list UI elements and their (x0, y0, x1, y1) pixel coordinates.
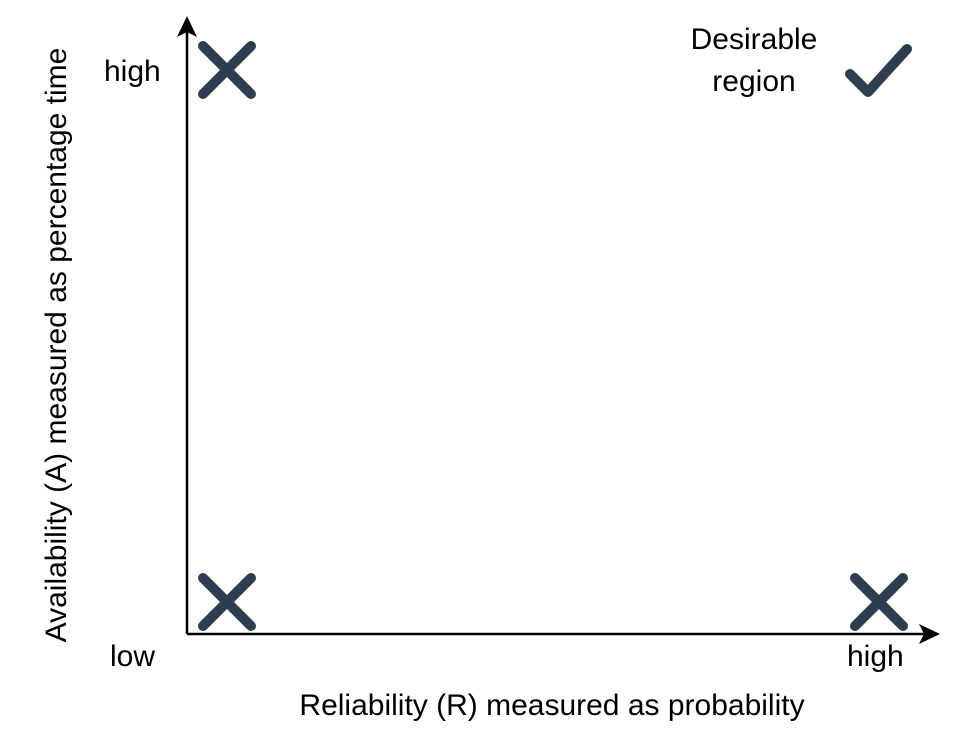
y-axis-high-label: high (104, 55, 161, 88)
cross-icon (198, 41, 256, 99)
desirable-region-line2: region (712, 65, 796, 98)
desirable-region-label: Desirable region (691, 19, 818, 103)
check-icon (845, 44, 912, 97)
cross-icon (850, 573, 908, 631)
x-axis-title: Reliability (R) measured as probability (299, 689, 805, 722)
x-axis-high-label: high (847, 640, 904, 673)
origin-low-label: low (110, 640, 156, 673)
cross-icon (198, 573, 256, 631)
x-axis-arrowhead (919, 624, 940, 644)
y-axis-title: Availability (A) measured as percentage … (40, 47, 73, 643)
y-axis-arrowhead (177, 16, 197, 37)
desirable-region-line1: Desirable (690, 23, 818, 56)
